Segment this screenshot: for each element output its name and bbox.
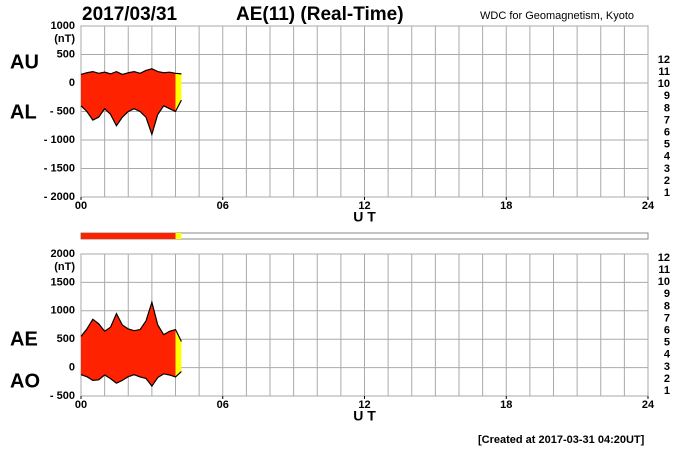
series-label: AE bbox=[10, 328, 38, 350]
y-tick-label: 2000 bbox=[51, 248, 75, 260]
x-tick-label: 06 bbox=[217, 200, 229, 212]
station-legend-label: 10 bbox=[658, 78, 670, 90]
x-tick-label: 18 bbox=[500, 200, 512, 212]
x-tick-label: 00 bbox=[75, 200, 87, 212]
station-legend-label: 12 bbox=[658, 54, 670, 66]
series-label: AL bbox=[10, 101, 37, 123]
station-legend-label: 2 bbox=[664, 373, 670, 385]
station-legend-label: 9 bbox=[664, 90, 670, 102]
area-fill bbox=[175, 329, 182, 377]
station-legend-label: 6 bbox=[664, 127, 670, 139]
series-line bbox=[80, 371, 182, 388]
station-legend-label: 5 bbox=[664, 139, 670, 151]
x-tick-label: 00 bbox=[75, 399, 87, 411]
y-tick-label: 500 bbox=[57, 333, 75, 345]
source: WDC for Geomagnetism, Kyoto bbox=[480, 10, 634, 22]
y-tick-label: 1500 bbox=[51, 276, 75, 288]
station-legend-label: 1 bbox=[664, 187, 670, 199]
area-fill bbox=[81, 68, 176, 135]
series-label: AO bbox=[10, 370, 40, 392]
y-tick-label: 1000 bbox=[51, 20, 75, 32]
x-axis-label: U T bbox=[353, 209, 376, 225]
station-legend-label: 2 bbox=[664, 175, 670, 187]
y-tick-label: - 1500 bbox=[44, 162, 75, 174]
y-tick-label: - 500 bbox=[50, 105, 75, 117]
x-tick-label: 06 bbox=[217, 399, 229, 411]
created-note: [Created at 2017-03-31 04:20UT] bbox=[478, 434, 645, 446]
chart-date: 2017/03/31 bbox=[82, 4, 178, 25]
unit-label: (nT) bbox=[54, 33, 75, 45]
station-bar-segment bbox=[175, 233, 182, 239]
y-tick-label: - 500 bbox=[50, 390, 75, 402]
chart-title: AE(11) (Real-Time) bbox=[236, 4, 404, 25]
area-fill bbox=[81, 302, 176, 387]
station-legend-label: 11 bbox=[658, 264, 670, 276]
station-legend-label: 10 bbox=[658, 276, 670, 288]
station-legend-label: 11 bbox=[658, 66, 670, 78]
station-legend-label: 7 bbox=[664, 114, 670, 126]
y-tick-label: 0 bbox=[69, 77, 75, 89]
series-line bbox=[80, 68, 182, 76]
x-tick-label: 24 bbox=[642, 399, 655, 411]
station-legend-label: 6 bbox=[664, 325, 670, 337]
series-label: AU bbox=[10, 51, 39, 73]
station-legend-label: 9 bbox=[664, 288, 670, 300]
station-legend-label: 7 bbox=[664, 312, 670, 324]
station-legend-label: 3 bbox=[664, 361, 670, 373]
station-legend-label: 4 bbox=[664, 151, 671, 163]
x-tick-label: 18 bbox=[500, 399, 512, 411]
station-legend-label: 3 bbox=[664, 163, 670, 175]
y-tick-label: 0 bbox=[69, 362, 75, 374]
station-legend-label: 5 bbox=[664, 337, 670, 349]
series-line bbox=[80, 99, 182, 137]
station-legend-label: 1 bbox=[664, 385, 670, 397]
x-tick-label: 12 bbox=[358, 200, 370, 212]
station-legend-label: 8 bbox=[664, 300, 670, 312]
x-axis-label: U T bbox=[353, 408, 376, 424]
y-tick-label: 1000 bbox=[51, 305, 75, 317]
x-tick-label: 12 bbox=[358, 399, 370, 411]
y-tick-label: - 2000 bbox=[44, 191, 75, 203]
station-legend-label: 8 bbox=[664, 102, 670, 114]
x-tick-label: 24 bbox=[642, 200, 655, 212]
station-legend-label: 4 bbox=[664, 349, 671, 361]
y-tick-label: - 1000 bbox=[44, 134, 75, 146]
station-legend-label: 12 bbox=[658, 252, 670, 264]
unit-label: (nT) bbox=[54, 261, 75, 273]
series-line bbox=[80, 300, 182, 342]
y-tick-label: 500 bbox=[57, 48, 75, 60]
station-bar-segment bbox=[81, 233, 176, 239]
